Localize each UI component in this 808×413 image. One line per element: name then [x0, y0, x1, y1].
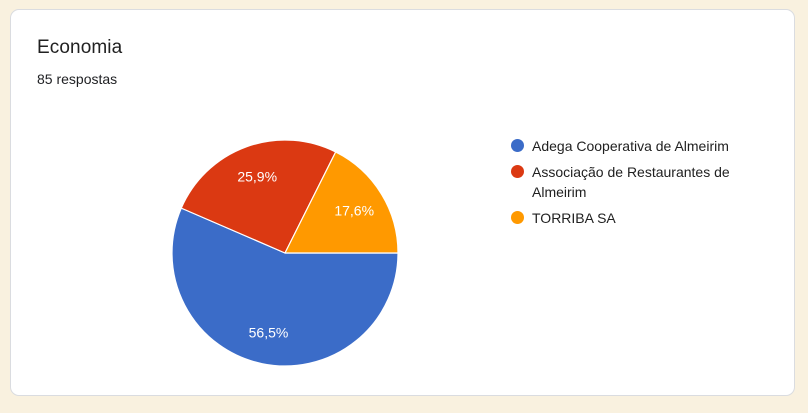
legend-label: Associação de Restaurantes de Almeirim	[532, 164, 730, 200]
legend-item: Adega Cooperativa de Almeirim	[511, 136, 761, 156]
legend-color-dot	[511, 211, 524, 224]
pie-slice	[284, 151, 399, 254]
response-count: 85 respostas	[37, 71, 118, 87]
chart-legend: Adega Cooperativa de Almeirim Associação…	[511, 136, 761, 234]
slice-percent-label: 17,6%	[334, 202, 374, 218]
summary-card: Economia 85 respostas 56,5% 25,9% 17,6% Ad…	[10, 9, 795, 396]
legend-color-dot	[511, 165, 524, 178]
slice-percent-label: 25,9%	[237, 169, 277, 185]
legend-label: TORRIBA SA	[532, 210, 616, 226]
pie-slice	[180, 139, 337, 254]
legend-color-dot	[511, 139, 524, 152]
legend-label: Adega Cooperativa de Almeirim	[532, 138, 729, 154]
pie-chart: 56,5% 25,9% 17,6%	[171, 139, 399, 367]
slice-percent-label: 56,5%	[249, 325, 289, 341]
pie-slice	[171, 207, 399, 367]
legend-item: TORRIBA SA	[511, 208, 761, 228]
question-title: Economia	[37, 37, 123, 58]
legend-item: Associação de Restaurantes de Almeirim	[511, 162, 761, 202]
